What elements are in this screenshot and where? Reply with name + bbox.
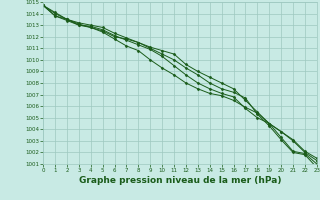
X-axis label: Graphe pression niveau de la mer (hPa): Graphe pression niveau de la mer (hPa) — [79, 176, 281, 185]
